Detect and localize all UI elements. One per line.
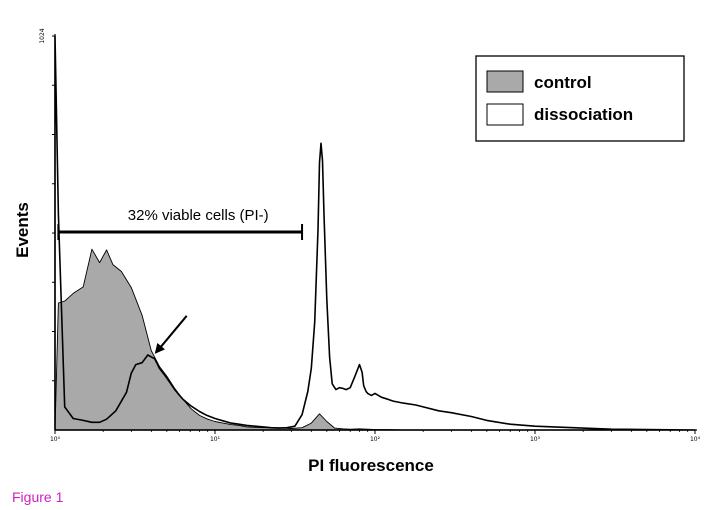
axes: 10⁰ 10¹ 10² 10³ 10⁴ 1024: [39, 28, 701, 443]
legend-swatch-dissociation: [486, 103, 524, 126]
y-axis-label: Events: [13, 202, 32, 258]
legend-box: [475, 55, 685, 142]
series-control: [54, 248, 404, 431]
x-tick-label: 10⁰: [50, 436, 61, 443]
arrow-shaft: [155, 315, 188, 353]
legend-label-control: control: [534, 73, 592, 92]
x-axis-label: PI fluorescence: [308, 456, 434, 475]
legend: control dissociation: [475, 55, 685, 142]
annotations: 32% viable cells (PI-): [57, 207, 304, 354]
arrow-head: [154, 342, 165, 354]
y-tick-label: 1024: [39, 28, 46, 43]
figure-caption: Figure 1: [12, 489, 64, 505]
legend-label-dissociation: dissociation: [534, 105, 633, 124]
series-dissociation: [54, 35, 696, 431]
x-tick-label: 10⁴: [690, 436, 701, 443]
x-tick-label: 10¹: [210, 436, 221, 443]
x-tick-label: 10²: [370, 436, 381, 443]
plot-area: [54, 35, 696, 431]
gate-label: 32% viable cells (PI-): [128, 207, 269, 224]
x-tick-label: 10³: [530, 436, 541, 443]
legend-swatch-control: [486, 70, 524, 93]
